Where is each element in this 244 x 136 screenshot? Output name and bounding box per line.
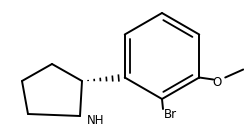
Text: Br: Br (164, 109, 177, 121)
Text: NH: NH (87, 114, 104, 126)
Text: O: O (213, 76, 222, 89)
